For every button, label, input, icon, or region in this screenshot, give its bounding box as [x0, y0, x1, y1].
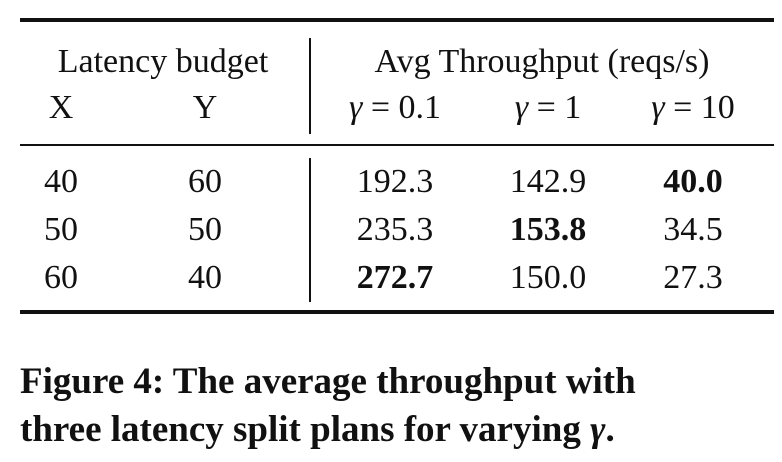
avg-throughput-header: Avg Throughput (reqs/s) [374, 43, 710, 80]
body-column-divider [309, 158, 311, 302]
x-column-header: X [48, 89, 74, 126]
y-column-header: Y [192, 89, 218, 126]
cell-g01: 192.3 [356, 163, 434, 200]
gamma-1-header: γ = 1 [515, 88, 582, 128]
gamma-value: = 10 [673, 89, 735, 126]
cell-x: 50 [44, 211, 78, 248]
gamma-value: = 1 [536, 89, 582, 126]
cell-g1: 150.0 [509, 259, 587, 296]
cell-g1: 153.8 [509, 211, 587, 248]
caption-line-2: three latency split plans for varying γ. [20, 406, 776, 454]
cell-g10: 34.5 [663, 211, 723, 248]
table-header-rule [20, 144, 774, 146]
cell-g10: 40.0 [663, 163, 723, 200]
caption-gamma-symbol: γ [590, 409, 606, 450]
gamma-symbol: γ [651, 89, 665, 126]
cell-g01: 272.7 [356, 259, 434, 296]
latency-budget-header: Latency budget [57, 43, 269, 80]
table-bottom-rule [20, 310, 774, 314]
figure-caption: Figure 4: The average throughput with th… [20, 358, 776, 454]
cell-g10: 27.3 [663, 259, 723, 296]
table-top-rule [20, 18, 774, 22]
gamma-symbol: γ [514, 89, 529, 126]
cell-g01: 235.3 [356, 211, 434, 248]
cell-y: 40 [188, 259, 222, 296]
cell-g1: 142.9 [509, 163, 587, 200]
caption-line-2-text: three latency split plans for varying [20, 409, 591, 450]
caption-line-1: Figure 4: The average throughput with [20, 361, 636, 402]
gamma-0.1-header: γ = 0.1 [349, 88, 441, 128]
header-column-divider [309, 38, 311, 134]
gamma-symbol: γ [348, 89, 363, 126]
cell-x: 40 [44, 163, 78, 200]
caption-line-2-end: . [605, 409, 615, 450]
gamma-10-header: γ = 10 [651, 88, 735, 128]
cell-x: 60 [44, 259, 78, 296]
cell-y: 60 [188, 163, 222, 200]
cell-y: 50 [188, 211, 222, 248]
gamma-value: = 0.1 [370, 89, 442, 126]
